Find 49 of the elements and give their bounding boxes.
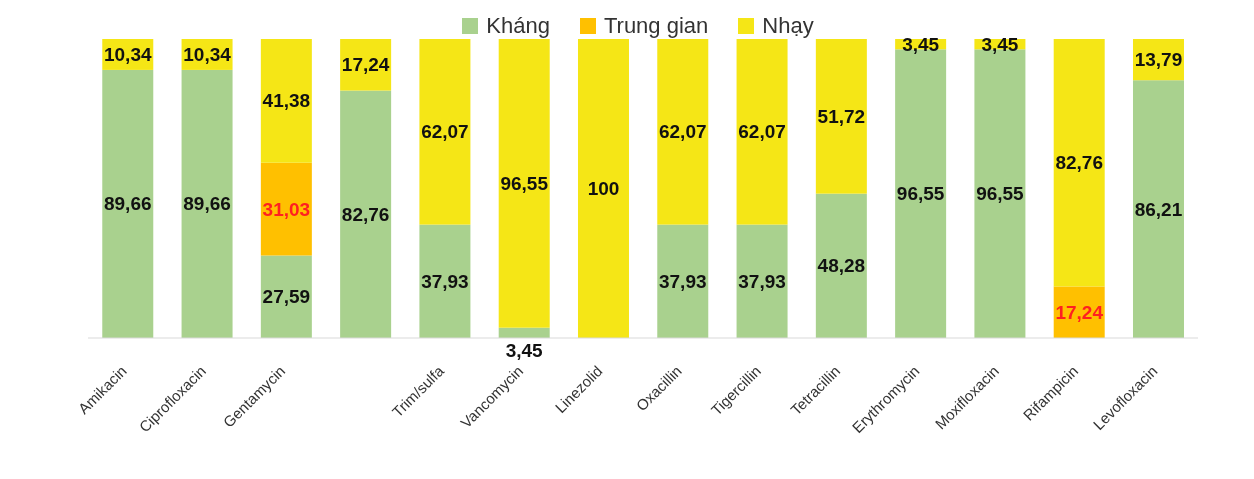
- data-label: 89,66: [104, 193, 152, 215]
- bar: [657, 224, 709, 338]
- data-label: 37,93: [659, 270, 707, 292]
- data-label: 100: [587, 178, 620, 199]
- data-label: 27,59: [262, 286, 311, 308]
- bar: [736, 39, 788, 225]
- data-label: 10,34: [104, 43, 152, 65]
- legend-label: Kháng: [486, 13, 550, 39]
- data-label: 3,45: [505, 339, 544, 361]
- data-label: 62,07: [738, 121, 786, 143]
- bar: [181, 69, 233, 338]
- data-label: 3,45: [902, 33, 940, 55]
- data-label: 89,66: [183, 193, 231, 215]
- data-label: 10,34: [183, 43, 232, 65]
- data-label: 82,76: [1055, 152, 1103, 174]
- bar: [815, 193, 867, 338]
- bar: [260, 255, 312, 338]
- bar: [815, 39, 867, 194]
- data-label: 82,76: [341, 203, 390, 225]
- data-label: 96,55: [896, 183, 945, 205]
- bar: [1132, 80, 1184, 338]
- bar: [260, 162, 312, 256]
- legend-label: Nhạy: [762, 13, 814, 39]
- bar: [260, 39, 312, 163]
- data-label: 86,21: [1134, 198, 1183, 220]
- data-label: 31,03: [262, 198, 311, 220]
- data-label: 17,24: [1055, 301, 1104, 323]
- data-label: 96,55: [976, 183, 1025, 205]
- data-label: 3,45: [981, 33, 1019, 55]
- bar: [1053, 39, 1105, 287]
- data-label: 62,07: [659, 121, 707, 143]
- bar: [498, 39, 550, 328]
- bar: [340, 90, 392, 338]
- data-label: 13,79: [1134, 49, 1183, 71]
- data-label: 62,07: [421, 121, 469, 143]
- legend-label: Trung gian: [603, 13, 709, 39]
- bar: [419, 224, 471, 338]
- data-label: 51,72: [817, 105, 866, 127]
- bar: [419, 39, 471, 225]
- bar: [102, 69, 154, 338]
- bar: [736, 224, 788, 338]
- data-label: 17,24: [341, 54, 390, 76]
- data-label: 96,55: [500, 172, 549, 194]
- data-label: 37,93: [738, 270, 786, 292]
- bar: [657, 39, 709, 225]
- bar: [577, 39, 629, 338]
- data-label: 48,28: [817, 255, 866, 277]
- data-label: 41,38: [262, 90, 311, 112]
- data-label: 37,93: [421, 270, 469, 292]
